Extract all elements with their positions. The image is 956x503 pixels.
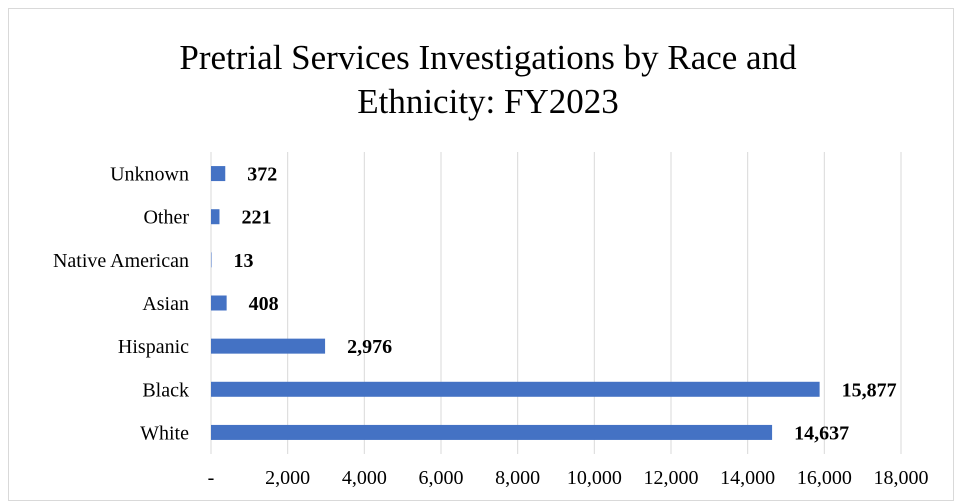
x-tick-label: 2,000 — [265, 467, 310, 489]
x-tick-label: 12,000 — [644, 467, 699, 489]
x-tick-labels: - 2,000 4,000 6,000 8,000 10,000 12,000 14,000 1… — [208, 467, 929, 489]
x-tick-label: 14,000 — [720, 467, 775, 489]
category-label: Other — [143, 207, 189, 229]
bar — [211, 209, 220, 225]
data-label: 13 — [233, 250, 253, 272]
data-label: 408 — [249, 293, 279, 315]
data-label: 372 — [247, 164, 277, 186]
gridlines — [210, 152, 902, 454]
bar — [211, 295, 227, 311]
category-label: Black — [142, 379, 189, 401]
bar-chart: Pretrial Services Investigations by Race… — [53, 38, 929, 489]
data-label: 15,877 — [842, 379, 897, 401]
data-label: 14,637 — [794, 422, 849, 444]
x-tick-label: 16,000 — [797, 467, 852, 489]
data-label: 221 — [241, 207, 271, 229]
x-tick-label: 10,000 — [567, 467, 622, 489]
category-labels: Unknown Other Native American Asian Hispanic… — [53, 164, 189, 445]
data-labels: 372 221 13 408 2,976 15,877 14,637 — [233, 164, 896, 445]
category-label: White — [140, 422, 189, 444]
x-tick-label: 8,000 — [495, 467, 540, 489]
chart-container: Pretrial Services Investigations by Race… — [8, 8, 954, 501]
bar — [211, 338, 326, 354]
bar — [211, 381, 820, 397]
category-label: Native American — [53, 250, 189, 272]
bars — [211, 166, 820, 440]
category-label: Unknown — [110, 164, 189, 186]
x-tick-label: 18,000 — [874, 467, 929, 489]
bar — [211, 424, 773, 440]
data-label: 2,976 — [347, 336, 392, 358]
x-tick-label: 6,000 — [419, 467, 464, 489]
chart-title-line-1: Pretrial Services Investigations by Race… — [179, 38, 797, 77]
chart-title-line-2: Ethnicity: FY2023 — [357, 82, 619, 121]
x-tick-label: - — [208, 467, 215, 489]
x-tick-label: 4,000 — [342, 467, 387, 489]
bar — [211, 166, 226, 182]
category-label: Hispanic — [118, 336, 189, 358]
category-label: Asian — [142, 293, 189, 315]
